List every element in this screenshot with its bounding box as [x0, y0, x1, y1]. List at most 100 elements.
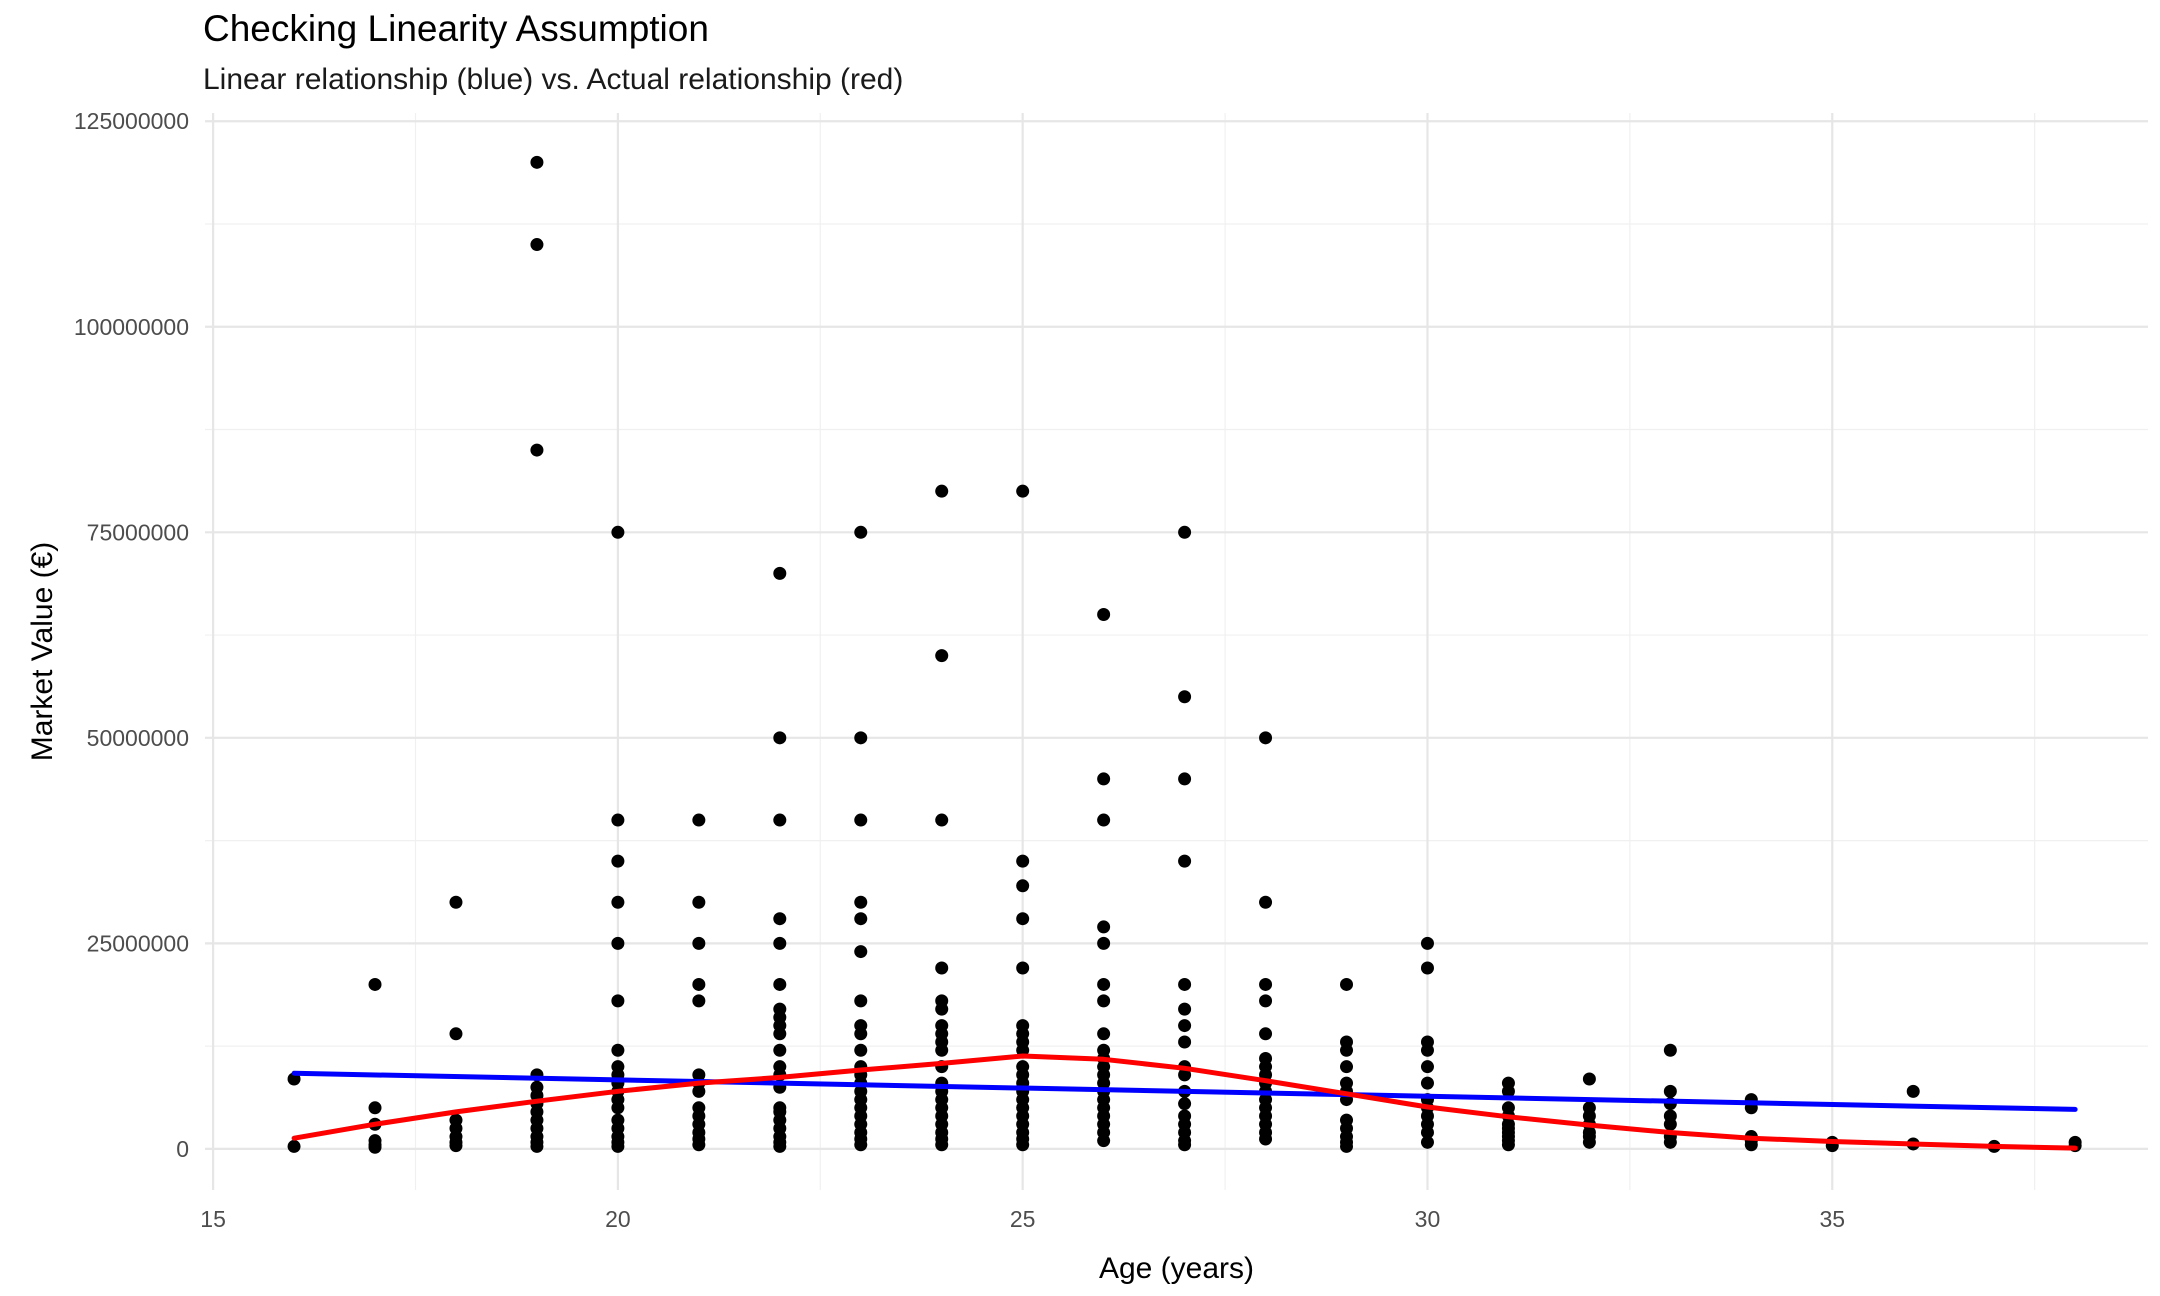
- data-point: [1178, 772, 1192, 786]
- data-point: [854, 1138, 868, 1152]
- data-point: [611, 936, 625, 950]
- data-point: [773, 566, 787, 580]
- data-point: [935, 649, 949, 663]
- data-point: [773, 1043, 787, 1057]
- data-point: [1420, 1060, 1434, 1074]
- data-point: [1178, 977, 1192, 991]
- data-point: [773, 813, 787, 827]
- data-point: [1097, 920, 1111, 934]
- data-point: [935, 1138, 949, 1152]
- data-point: [1016, 854, 1030, 868]
- data-point: [1097, 608, 1111, 622]
- data-point: [854, 813, 868, 827]
- data-point: [449, 1027, 463, 1041]
- data-point: [1340, 1043, 1354, 1057]
- data-point: [1178, 1035, 1192, 1049]
- data-point: [1501, 1138, 1515, 1152]
- y-tick-label: 0: [176, 1136, 189, 1162]
- data-point: [1340, 1139, 1354, 1153]
- data-point: [773, 1139, 787, 1153]
- data-point: [449, 1139, 463, 1153]
- data-point: [1420, 1125, 1434, 1139]
- data-point: [1259, 731, 1273, 745]
- data-points: [287, 155, 2082, 1154]
- data-point: [530, 155, 544, 169]
- data-point: [854, 912, 868, 926]
- data-point: [1259, 977, 1273, 991]
- data-point: [773, 912, 787, 926]
- data-point: [1097, 813, 1111, 827]
- linear-fit-line: [291, 1070, 2078, 1112]
- x-tick-label: 35: [1819, 1206, 1845, 1232]
- data-point: [1259, 994, 1273, 1008]
- data-point: [1016, 484, 1030, 498]
- data-point: [1420, 961, 1434, 975]
- data-point: [1906, 1084, 1920, 1098]
- data-point: [854, 895, 868, 909]
- data-point: [1178, 1068, 1192, 1082]
- data-point: [854, 1027, 868, 1041]
- data-point: [692, 1084, 706, 1098]
- data-point: [611, 1139, 625, 1153]
- data-point: [1178, 1002, 1192, 1016]
- data-point: [1663, 1135, 1677, 1149]
- data-point: [611, 994, 625, 1008]
- data-point: [773, 936, 787, 950]
- data-point: [773, 977, 787, 991]
- data-point: [611, 1043, 625, 1057]
- loess-fit-line: [291, 1053, 2078, 1151]
- data-point: [611, 895, 625, 909]
- data-point: [692, 895, 706, 909]
- y-axis-ticks: 0 25000000 50000000 75000000 100000000 125000…: [74, 108, 189, 1162]
- data-point: [1340, 977, 1354, 991]
- data-point: [1178, 1019, 1192, 1033]
- data-point: [935, 961, 949, 975]
- data-point: [692, 977, 706, 991]
- fit-lines: [291, 1053, 2078, 1151]
- y-axis-title: Market Value (€): [26, 542, 59, 762]
- data-point: [1097, 1134, 1111, 1148]
- data-point: [368, 1140, 382, 1154]
- data-point: [1178, 525, 1192, 539]
- data-point: [1178, 1097, 1192, 1111]
- data-point: [935, 484, 949, 498]
- x-tick-label: 15: [200, 1206, 226, 1232]
- data-point: [1097, 1027, 1111, 1041]
- data-point: [1420, 1135, 1434, 1149]
- data-point: [1016, 1043, 1030, 1057]
- data-point: [692, 813, 706, 827]
- data-point: [1340, 1060, 1354, 1074]
- y-tick-label: 75000000: [87, 519, 189, 545]
- y-tick-label: 125000000: [74, 108, 189, 134]
- data-point: [1501, 1084, 1515, 1098]
- data-point: [1016, 912, 1030, 926]
- data-point: [1663, 1084, 1677, 1098]
- data-point: [692, 994, 706, 1008]
- data-point: [1016, 879, 1030, 893]
- data-point: [611, 1101, 625, 1115]
- data-point: [1582, 1072, 1596, 1086]
- data-point: [1097, 977, 1111, 991]
- x-tick-label: 20: [605, 1206, 631, 1232]
- data-point: [1420, 936, 1434, 950]
- data-point: [854, 1043, 868, 1057]
- data-point: [1744, 1138, 1758, 1152]
- data-point: [1097, 936, 1111, 950]
- data-point: [368, 977, 382, 991]
- major-gridlines: [205, 113, 2148, 1190]
- data-point: [935, 1002, 949, 1016]
- x-tick-label: 30: [1415, 1206, 1441, 1232]
- data-point: [854, 525, 868, 539]
- data-point: [1259, 1027, 1273, 1041]
- data-point: [1259, 895, 1273, 909]
- y-tick-label: 100000000: [74, 314, 189, 340]
- data-point: [1420, 1043, 1434, 1057]
- data-point: [773, 1027, 787, 1041]
- data-point: [1663, 1117, 1677, 1131]
- data-point: [1420, 1076, 1434, 1090]
- data-point: [1097, 772, 1111, 786]
- y-tick-label: 25000000: [87, 930, 189, 956]
- y-tick-label: 50000000: [87, 725, 189, 751]
- data-point: [692, 1138, 706, 1152]
- data-point: [611, 854, 625, 868]
